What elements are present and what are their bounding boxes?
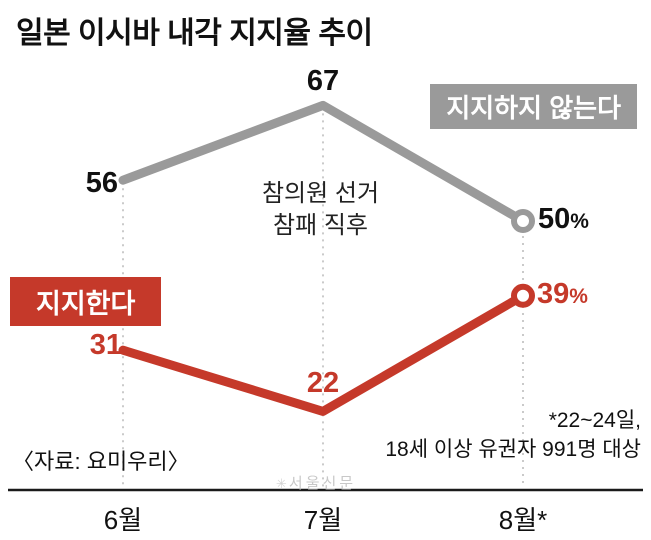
chart-title: 일본 이시바 내각 지지율 추이 [16,17,373,50]
line-support [118,291,528,416]
value-label-not-support-jun: 56 [85,167,118,199]
value-label-not-support-jul: 67 [306,65,340,97]
event-annotation-line2: 참패 직후 [273,212,368,240]
x-axis-label-august: 8월* [498,505,548,535]
value-label-support-jun: 31 [89,329,122,361]
value-number: 39 [537,278,570,310]
value-label-support-jul: 22 [306,367,340,399]
survey-footnote-line2: 18세 이상 유권자 991명 대상 [385,438,641,462]
watermark: ✳ 서울신문 [276,472,356,493]
legend-support-badge: 지지한다 [10,277,162,326]
event-annotation: 참의원 선거 참패 직후 [223,178,418,243]
event-annotation-line1: 참의원 선거 [261,180,380,207]
line-not-support [118,100,528,226]
x-axis-label-june: 6월 [103,505,143,535]
endpoint-circle [511,283,535,308]
watermark-text: 서울신문 [288,475,357,492]
survey-footnote: *22~24일, 18세 이상 유권자 991명 대상 [385,406,641,465]
seoul-shinmun-logo-icon: ✳ [276,476,287,491]
source-credit: 〈자료: 요미우리〉 [12,449,190,474]
endpoint-circle [511,209,535,233]
legend-not-support-badge: 지지하지 않는다 [430,84,637,129]
value-number: 50 [538,203,571,235]
percent-sign: % [570,210,589,233]
x-axis-label-july: 7월 [303,505,343,535]
percent-sign: % [569,285,588,308]
value-label-support-aug: 39% [537,278,588,311]
survey-footnote-line1: *22~24일, [548,409,641,432]
value-label-not-support-aug: 50% [538,203,589,236]
